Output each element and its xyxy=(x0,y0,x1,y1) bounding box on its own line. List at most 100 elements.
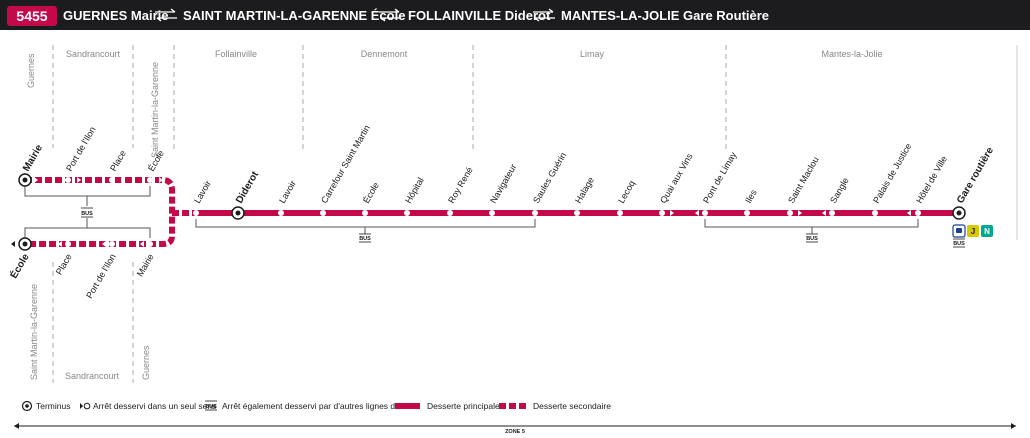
stop-dot xyxy=(147,241,153,247)
bus-icon: BUS xyxy=(359,233,371,243)
stop-label-hotel-de-ville: Hôtel de Ville xyxy=(914,154,949,205)
legend-main: Desserte principale xyxy=(427,401,500,411)
stop-dot xyxy=(489,210,495,216)
terminus-dot xyxy=(22,177,28,183)
rer-n-icon xyxy=(981,225,993,237)
legend-arrow-icon xyxy=(80,403,83,409)
stop-label-carrefour-saint-martin: Carrefour Saint Martin xyxy=(319,123,372,205)
stop-label-mairie: Mairie xyxy=(21,143,45,174)
stop-dot xyxy=(659,210,665,216)
stop-label-lecoq: Lecoq xyxy=(616,179,637,205)
bidirectional-arrow-icon xyxy=(379,8,401,22)
stop-label-place: Place xyxy=(108,149,128,173)
bus-icon: BUS xyxy=(81,207,93,218)
one-way-arrow-icon xyxy=(58,241,62,247)
stop-dot xyxy=(65,241,71,247)
stop-dot xyxy=(65,177,71,183)
one-way-arrow-icon xyxy=(121,177,125,183)
legend-bus: Arrêt également desservi par d'autres li… xyxy=(222,401,416,411)
stop-label-palais-de-justice: Palais de Justice xyxy=(871,142,913,205)
commune-mantes-la-jolie: Mantes-la-Jolie xyxy=(821,49,882,59)
stop-label-ecole-main: École xyxy=(361,181,381,205)
secondary-route xyxy=(25,177,196,247)
bus-connection-brackets xyxy=(24,186,919,238)
stop-dot xyxy=(447,210,453,216)
commune-limay: Limay xyxy=(580,49,605,59)
commune-saint-martin-bottom: Saint Martin-la-Garenne xyxy=(29,284,39,380)
header-terminus-guernes: GUERNES Mairie xyxy=(63,8,169,23)
stop-label-navigateur: Navigateur xyxy=(488,162,518,205)
stop-dot xyxy=(617,210,623,216)
commune-guernes-bottom: Guernes xyxy=(141,345,151,380)
stop-label-lavoir-2: Lavoir xyxy=(277,179,298,205)
stop-label-port-de-l-ilon: Port de l'Ilon xyxy=(64,125,98,173)
stop-dot xyxy=(109,177,115,183)
stop-label-port-de-l-ilon-bottom: Port de l'Ilon xyxy=(84,252,118,300)
bus-icon: BUS xyxy=(806,233,818,243)
stop-label-roy-rene: Roy René xyxy=(446,165,475,205)
one-way-arrow-icon xyxy=(140,241,144,247)
top-branch-stops: Mairie Port de l'Ilon Place École xyxy=(18,125,166,187)
stop-label-gare-routiere: Gare routière xyxy=(955,145,996,205)
stop-label-mairie-bottom: Mairie xyxy=(135,252,156,278)
bidirectional-arrow-icon xyxy=(533,8,555,22)
one-way-arrow-icon xyxy=(798,210,802,216)
stop-dot xyxy=(532,210,538,216)
zone-label: ZONE 5 xyxy=(505,429,525,435)
stop-dot xyxy=(787,210,793,216)
stop-label-diderot: Diderot xyxy=(234,169,261,205)
terminus-dot xyxy=(235,210,241,216)
one-way-arrow-icon xyxy=(822,210,826,216)
rer-j-icon xyxy=(967,225,979,237)
main-line-stops: Lavoir Diderot Lavoir Carrefour Saint Ma… xyxy=(192,123,996,220)
commune-separators xyxy=(52,45,727,383)
one-way-arrow-icon xyxy=(77,177,81,183)
rer-n-label: N xyxy=(984,227,990,236)
terminus-dot xyxy=(22,241,28,247)
commune-sandrancourt-bottom: Sandrancourt xyxy=(65,371,120,381)
header-terminus-mantes: MANTES-LA-JOLIE Gare Routière xyxy=(561,8,770,23)
stop-dot xyxy=(915,210,921,216)
direction-arrow-icon xyxy=(11,241,15,247)
terminus-dot xyxy=(956,210,962,216)
zone-arrow-right-icon xyxy=(1011,423,1016,429)
svg-text:BUS: BUS xyxy=(806,236,818,242)
header-stop-saint-martin: SAINT MARTIN-LA-GARENNE École xyxy=(183,8,406,23)
legend-secondary: Desserte secondaire xyxy=(533,401,611,411)
stop-dot xyxy=(404,210,410,216)
stop-label-saules-guerin: Saules Guérin xyxy=(531,151,568,205)
legend-bus-icon: BUS xyxy=(205,400,217,411)
stop-dot xyxy=(193,210,199,216)
stop-dot xyxy=(872,210,878,216)
stop-label-ecole-bottom: École xyxy=(7,251,32,281)
legend-one-way: Arrêt desservi dans un seul sens xyxy=(93,401,216,411)
svg-text:BUS: BUS xyxy=(359,236,371,242)
one-way-arrow-icon xyxy=(34,177,38,183)
zone-arrow-left-icon xyxy=(14,423,19,429)
stop-label-sangle: Sangle xyxy=(828,176,851,205)
bus-icon: BUS xyxy=(953,238,965,248)
stop-label-place-bottom: Place xyxy=(54,252,74,276)
svg-text:BUS: BUS xyxy=(953,241,965,247)
commune-sandrancourt-top: Sandrancourt xyxy=(66,49,121,59)
rer-j-label: J xyxy=(971,227,975,236)
stop-dot xyxy=(320,210,326,216)
commune-dennemont: Dennemont xyxy=(361,49,408,59)
stop-dot xyxy=(744,210,750,216)
zone-bar: ZONE 5 xyxy=(14,423,1016,435)
stop-label-saint-maclou: Saint Maclou xyxy=(786,155,821,205)
svg-text:BUS: BUS xyxy=(81,211,93,217)
commune-saint-martin-top: Saint Martin-la-Garenne xyxy=(150,62,160,158)
stop-label-iles: Iles xyxy=(743,187,759,205)
line-number-badge: 5455 xyxy=(7,6,57,26)
stop-label-quai-aux-vins: Quai aux Vins xyxy=(658,151,695,205)
commune-follainville: Follainville xyxy=(215,49,257,59)
commune-guernes-top: Guernes xyxy=(26,53,36,88)
header-bar: 5455 GUERNES Mairie SAINT MARTIN-LA-GARE… xyxy=(0,0,1030,30)
svg-text:BUS: BUS xyxy=(205,404,217,410)
stop-dot xyxy=(362,210,368,216)
bidirectional-arrow-icon xyxy=(155,8,177,22)
stop-dot xyxy=(829,210,835,216)
stop-dot xyxy=(147,177,153,183)
